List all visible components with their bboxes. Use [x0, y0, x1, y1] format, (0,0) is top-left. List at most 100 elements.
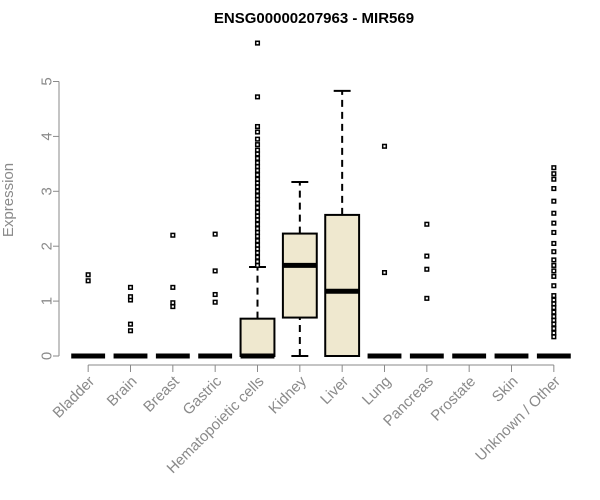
- x-tick-label: Brain: [104, 373, 141, 410]
- y-tick-label: 0: [39, 352, 56, 360]
- outlier-point: [551, 293, 557, 299]
- outlier-point: [170, 232, 176, 238]
- outlier-point: [254, 259, 261, 265]
- outlier-point: [254, 217, 261, 223]
- outlier-point: [254, 94, 261, 100]
- boxes: [71, 40, 571, 359]
- outlier-point: [551, 165, 557, 171]
- outlier-point: [254, 136, 261, 142]
- x-tick-label: Kidney: [265, 373, 310, 418]
- outlier-point: [551, 330, 557, 336]
- outlier-point: [254, 147, 261, 153]
- outlier-point: [551, 262, 557, 268]
- outlier-point: [254, 188, 261, 194]
- outlier-point: [551, 176, 557, 182]
- outlier-point: [254, 164, 261, 170]
- box-group: [113, 284, 148, 359]
- outlier-point: [254, 246, 261, 252]
- outlier-point: [424, 295, 430, 301]
- outlier-point: [254, 233, 261, 239]
- outlier-point: [254, 193, 261, 199]
- outlier-point: [381, 143, 388, 149]
- outlier-point: [254, 242, 261, 248]
- outlier-point: [254, 226, 261, 232]
- outlier-point: [170, 300, 176, 306]
- outlier-point: [254, 180, 261, 186]
- outlier-point: [254, 160, 261, 166]
- outlier-point: [551, 317, 557, 323]
- outlier-point: [551, 186, 557, 192]
- outlier-point: [424, 221, 430, 227]
- outlier-point: [551, 249, 557, 255]
- box: [324, 213, 361, 357]
- outlier-point: [254, 196, 261, 203]
- outlier-point: [254, 142, 261, 148]
- outlier-point: [254, 250, 261, 256]
- outlier-point: [551, 305, 557, 311]
- outlier-point: [127, 321, 134, 327]
- outlier-point: [551, 210, 557, 216]
- outlier-point: [127, 284, 134, 290]
- outlier-point: [551, 297, 557, 303]
- outlier-point: [127, 328, 134, 334]
- outlier-point: [551, 326, 557, 332]
- y-axis: 0 1 2 3 4 5: [39, 77, 60, 360]
- outlier-point: [170, 304, 176, 310]
- box: [281, 232, 318, 319]
- outlier-point: [254, 205, 261, 211]
- box-group: [239, 40, 276, 359]
- outlier-point: [254, 200, 261, 206]
- box-group: [409, 221, 444, 359]
- outlier-point: [212, 231, 218, 237]
- outlier-point: [212, 299, 218, 305]
- y-tick-label: 1: [39, 297, 56, 305]
- outlier-point: [254, 229, 261, 236]
- outlier-point: [85, 278, 91, 284]
- outlier-point: [254, 184, 261, 190]
- box-group: [536, 165, 571, 359]
- box-group: [198, 231, 233, 359]
- outlier-point: [254, 40, 261, 46]
- box: [239, 317, 276, 357]
- outlier-point: [551, 220, 557, 226]
- x-tick-label: Skin: [489, 373, 522, 406]
- outlier-point: [551, 283, 557, 289]
- outlier-point: [551, 301, 557, 307]
- outlier-point: [254, 209, 261, 215]
- outlier-point: [212, 291, 218, 298]
- outlier-point: [254, 262, 261, 268]
- outlier-point: [170, 284, 176, 290]
- outlier-point: [254, 151, 261, 157]
- y-axis-label: Expression: [0, 163, 17, 237]
- outlier-point: [551, 309, 557, 315]
- outlier-point: [212, 268, 218, 274]
- chart-title: ENSG00000207963 - MIR569: [214, 10, 414, 27]
- box-group: [71, 272, 106, 359]
- outlier-point: [254, 254, 261, 260]
- outlier-point: [551, 313, 557, 320]
- y-tick-label: 5: [39, 77, 56, 85]
- x-tick-label: Breast: [140, 372, 183, 415]
- outlier-point: [381, 270, 388, 276]
- outlier-point: [424, 266, 430, 272]
- outlier-point: [254, 172, 261, 178]
- outlier-point: [254, 213, 261, 219]
- outlier-point: [127, 294, 134, 300]
- box-group: [324, 89, 361, 357]
- outlier-point: [254, 129, 261, 135]
- outlier-point: [551, 198, 557, 204]
- outlier-point: [551, 229, 557, 236]
- outlier-point: [551, 268, 557, 274]
- outlier-point: [254, 238, 261, 244]
- outlier-point: [551, 321, 557, 327]
- outlier-point: [551, 257, 557, 263]
- outlier-point: [254, 155, 261, 161]
- outlier-point: [254, 123, 261, 130]
- outlier-point: [254, 167, 261, 173]
- box-group: [281, 180, 318, 357]
- box-group: [367, 143, 402, 359]
- outlier-point: [551, 273, 557, 279]
- outlier-point: [424, 253, 430, 259]
- box-group: [155, 232, 190, 359]
- outlier-point: [254, 221, 261, 227]
